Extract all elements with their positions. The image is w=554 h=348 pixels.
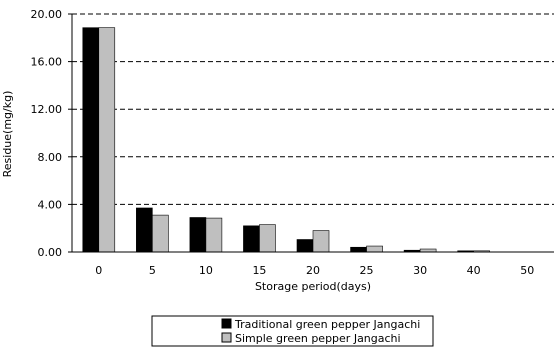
x-tick-label: 30 <box>413 264 427 277</box>
x-tick-labels: 0 5 10 15 20 25 30 40 50 <box>95 264 534 277</box>
bar <box>82 27 100 253</box>
legend-box <box>151 315 434 347</box>
y-tick-label: 12.00 <box>31 103 63 116</box>
x-axis-title: Storage period(days) <box>255 280 371 293</box>
y-tick-label: 16.00 <box>31 56 63 69</box>
y-tick-label: 0.00 <box>38 246 63 259</box>
bar <box>136 207 153 253</box>
x-tick-label: 0 <box>95 264 102 277</box>
bar <box>205 217 223 253</box>
bar <box>312 230 330 253</box>
x-tick-label: 15 <box>252 264 266 277</box>
y-tick-label: 4.00 <box>38 198 63 211</box>
bar <box>350 246 367 253</box>
x-tick-label: 10 <box>199 264 213 277</box>
legend-swatch-simple <box>221 332 232 343</box>
y-tick-labels: 0.00 4.00 8.00 12.00 16.00 20.00 <box>31 8 63 259</box>
legend: Traditional green pepper Jangachi Simple… <box>151 315 434 347</box>
x-tick-label: 5 <box>149 264 156 277</box>
bar <box>259 224 276 253</box>
legend-swatch-traditional <box>221 318 232 329</box>
x-tick-label: 25 <box>360 264 374 277</box>
x-tick-label: 50 <box>520 264 534 277</box>
axes <box>68 13 554 253</box>
x-tick-label: 40 <box>467 264 481 277</box>
y-tick-label: 20.00 <box>31 8 63 21</box>
bar <box>366 245 383 253</box>
bar <box>296 239 314 253</box>
bar <box>98 27 116 253</box>
x-tick-label: 20 <box>306 264 320 277</box>
bar <box>189 217 207 253</box>
bar <box>152 214 169 253</box>
bar <box>243 225 260 253</box>
legend-label-traditional: Traditional green pepper Jangachi <box>234 318 420 331</box>
grid-lines <box>72 13 554 205</box>
y-tick-label: 8.00 <box>38 151 63 164</box>
legend-label-simple: Simple green pepper Jangachi <box>235 332 401 345</box>
y-axis-title: Residue(mg/kg) <box>1 91 14 178</box>
